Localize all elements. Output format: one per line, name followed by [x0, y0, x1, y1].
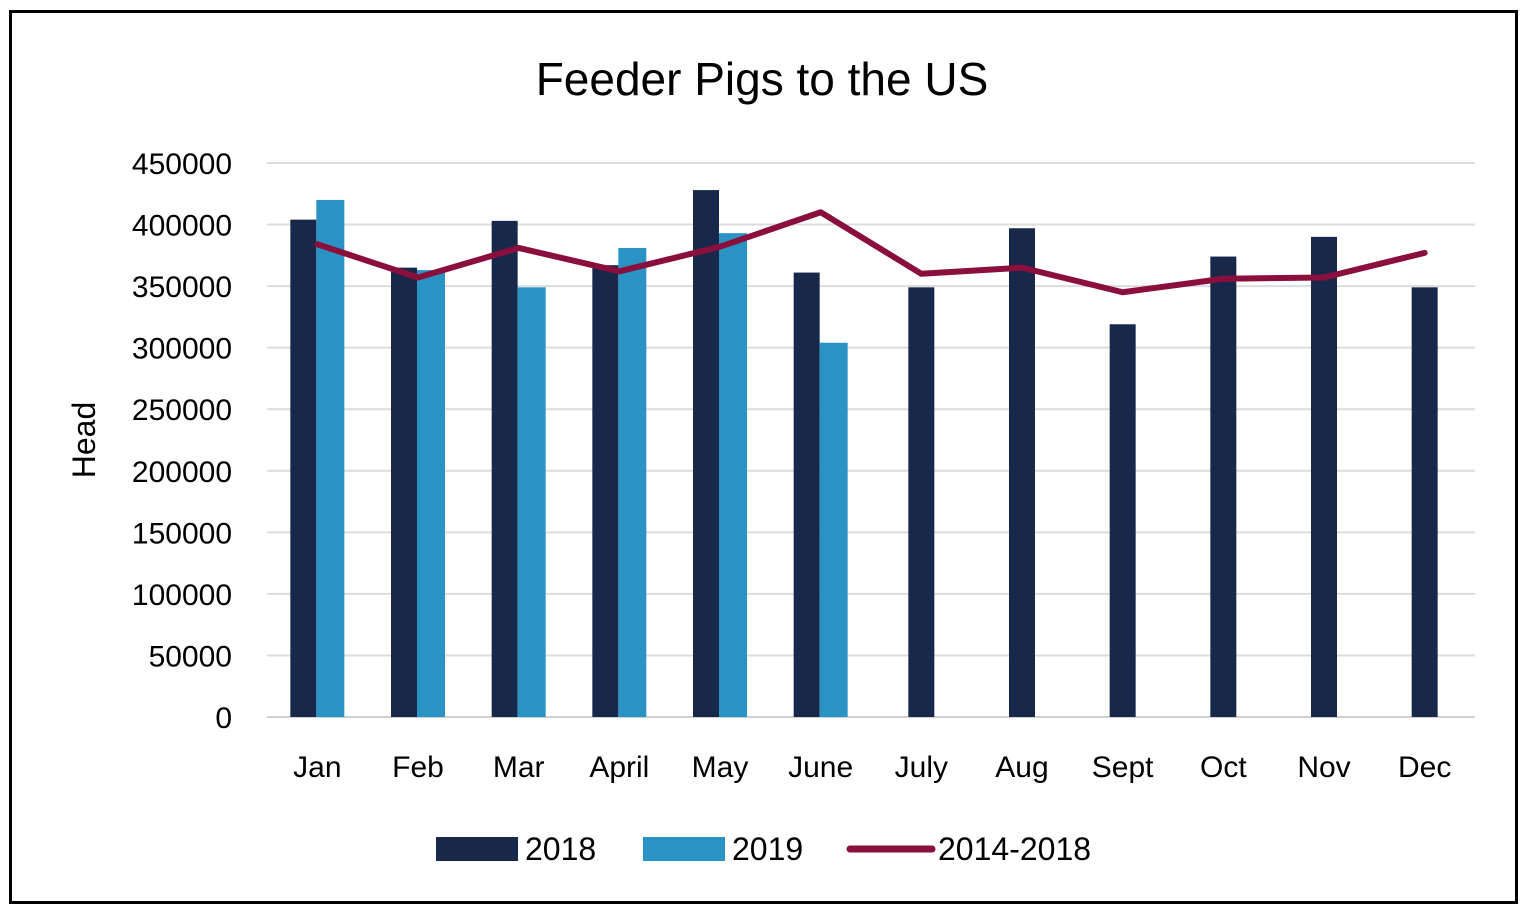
y-tick-label: 200000: [132, 456, 232, 489]
bar-2018: [290, 219, 317, 717]
y-tick-label: 400000: [132, 210, 232, 243]
bar-2018: [693, 190, 719, 717]
bar-2018: [1311, 236, 1337, 717]
bar-2019: [417, 270, 445, 717]
bar-2018: [908, 287, 935, 717]
x-tick-label: Mar: [493, 751, 545, 784]
average-line-layer: [314, 209, 1428, 296]
bar-2019: [618, 247, 647, 718]
y-axis-ticks: 0 50000 100000 150000 200000 250000 300000 3500…: [132, 148, 232, 735]
x-tick-label: Sept: [1092, 751, 1154, 784]
y-tick-label: 450000: [132, 148, 232, 181]
bars: [290, 190, 1438, 718]
legend-label-2019: 2019: [732, 831, 803, 867]
x-tick-label: Feb: [392, 751, 444, 784]
bar-2019: [819, 342, 848, 717]
bar-2018: [391, 267, 417, 717]
gridlines: [267, 162, 1475, 718]
x-tick-label: May: [692, 751, 749, 784]
x-tick-label: Aug: [995, 751, 1048, 784]
bar-2018: [1109, 324, 1136, 717]
bar-2018: [793, 272, 820, 717]
legend-swatch-2018: [436, 837, 518, 861]
y-tick-label: 100000: [132, 579, 232, 612]
y-axis-label: Head: [66, 402, 102, 479]
y-tick-label: 150000: [132, 517, 232, 550]
x-tick-label: July: [895, 751, 948, 784]
y-tick-label: 350000: [132, 271, 232, 304]
legend: 2018 2019 2014-2018: [436, 831, 1091, 867]
y-tick-label: 250000: [132, 394, 232, 427]
legend-label-2014-2018: 2014-2018: [938, 831, 1091, 867]
line-series-2014-2018: [314, 209, 1428, 296]
bar-2019: [517, 287, 546, 717]
bar-2018: [592, 265, 619, 717]
bar-2018: [1210, 256, 1237, 717]
bar-2018: [1009, 228, 1035, 717]
bar-2018: [491, 220, 518, 717]
x-tick-label: Jan: [293, 751, 341, 784]
x-tick-label: June: [788, 751, 853, 784]
x-tick-label: Nov: [1297, 751, 1350, 784]
legend-swatch-2019: [643, 837, 725, 861]
bar-2018: [1411, 287, 1438, 717]
chart-title: Feeder Pigs to the US: [536, 53, 989, 105]
x-tick-label: Dec: [1398, 751, 1451, 784]
x-tick-label: April: [589, 751, 649, 784]
y-tick-label: 300000: [132, 333, 232, 366]
bar-2019: [316, 199, 345, 717]
legend-label-2018: 2018: [525, 831, 596, 867]
x-axis-ticks: Jan Feb Mar April May June July Aug Sept Oct Nov De…: [293, 751, 1451, 784]
y-tick-label: 50000: [149, 640, 232, 673]
bar-2019: [719, 233, 747, 717]
chart-frame: [9, 10, 1518, 904]
x-tick-label: Oct: [1200, 751, 1247, 784]
y-tick-label: 0: [215, 702, 232, 735]
